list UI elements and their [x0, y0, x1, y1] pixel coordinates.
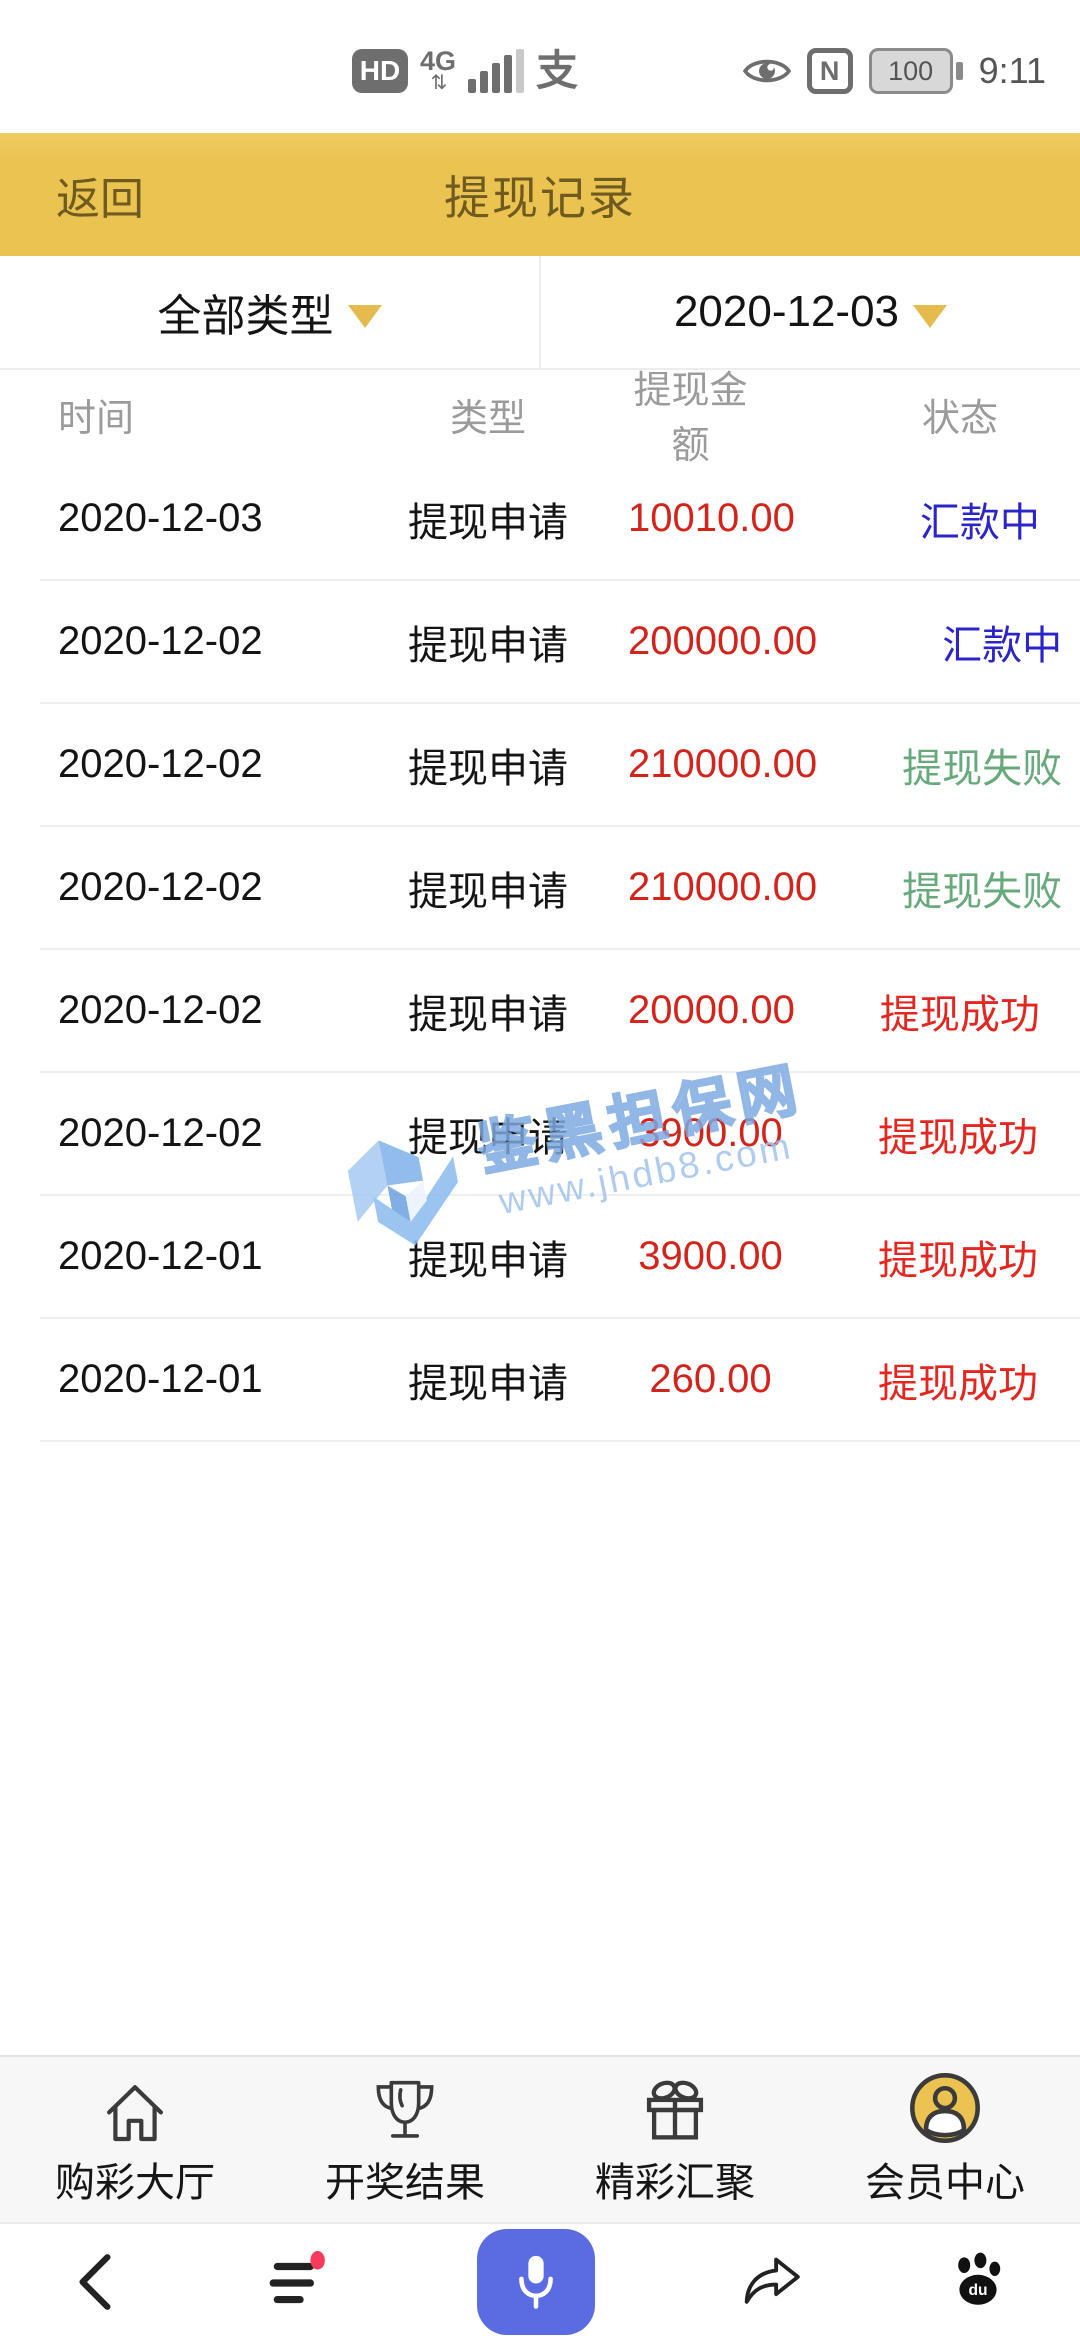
table-row: 2020-12-01 提现申请 3900.00 提现成功 — [40, 1196, 1080, 1319]
data-updown-arrows-icon: ⇅ — [430, 72, 448, 94]
network-type-label: 4G — [420, 46, 457, 76]
home-icon — [98, 2072, 172, 2146]
nfc-icon: N — [806, 48, 853, 94]
voice-assistant-button[interactable] — [476, 2229, 595, 2335]
app-bar: 返回 提现记录 — [0, 133, 1080, 256]
row-amount: 260.00 — [649, 1357, 772, 1401]
row-amount: 3900.00 — [638, 1234, 783, 1278]
row-type: 提现申请 — [408, 1361, 568, 1406]
row-amount: 210000.00 — [628, 865, 818, 909]
row-type: 提现申请 — [408, 623, 568, 668]
row-date: 2020-12-02 — [58, 1111, 263, 1155]
gift-icon — [639, 2072, 711, 2146]
date-filter-label: 2020-12-03 — [673, 287, 900, 336]
row-status: 提现成功 — [879, 992, 1040, 1037]
tab-trophy[interactable]: 开奖结果 — [270, 2057, 540, 2222]
row-type: 提现申请 — [408, 1238, 568, 1283]
col-header-amount: 提现金额 — [633, 370, 748, 467]
volte-hd-icon: HD — [352, 48, 408, 93]
status-right-cluster: N 100 9:11 — [742, 48, 1046, 94]
tab-label: 开奖结果 — [325, 2160, 485, 2205]
table-row: 2020-12-02 提现申请 20000.00 提现成功 — [40, 950, 1080, 1073]
tab-gift[interactable]: 精彩汇聚 — [540, 2057, 810, 2222]
row-date: 2020-12-01 — [58, 1357, 263, 1401]
share-button[interactable] — [739, 2253, 803, 2311]
menu-lines-badge-icon — [269, 2251, 325, 2304]
chevron-left-icon — [79, 2254, 111, 2310]
row-amount: 210000.00 — [628, 742, 818, 786]
col-header-status: 状态 — [921, 397, 998, 440]
microphone-icon — [519, 2255, 553, 2309]
row-status: 提现成功 — [878, 1361, 1038, 1406]
recent-tasks-button[interactable] — [263, 2251, 333, 2313]
back-button[interactable]: 返回 — [56, 174, 144, 224]
status-left-cluster: HD 4G ⇅ 支 — [352, 48, 578, 93]
row-amount: 200000.00 — [628, 619, 818, 663]
filter-bar: 全部类型 2020-12-03 — [0, 256, 1080, 370]
date-filter-dropdown[interactable]: 2020-12-03 — [541, 256, 1080, 368]
table-header: 时间 类型 提现金额 状态 — [0, 370, 1040, 467]
row-date: 2020-12-01 — [58, 1234, 263, 1278]
svg-text:du: du — [968, 2282, 987, 2299]
row-date: 2020-12-02 — [58, 865, 263, 909]
paw-icon: du — [957, 2252, 1000, 2305]
battery-level: 100 — [888, 55, 934, 86]
chevron-down-icon — [913, 304, 948, 328]
member-icon — [907, 2072, 983, 2146]
row-type: 提现申请 — [408, 746, 568, 791]
nav-back-button[interactable] — [72, 2251, 118, 2313]
trophy-icon — [369, 2072, 441, 2146]
row-type: 提现申请 — [408, 992, 568, 1037]
signal-strength-icon — [468, 48, 525, 93]
table-row: 2020-12-03 提现申请 10010.00 汇款中 — [40, 458, 1080, 581]
tab-label: 购彩大厅 — [55, 2160, 215, 2205]
battery-icon: 100 — [868, 48, 963, 94]
tab-home[interactable]: 购彩大厅 — [0, 2057, 270, 2222]
alipay-status-icon: 支 — [536, 46, 579, 94]
col-header-type: 类型 — [449, 397, 526, 440]
row-date: 2020-12-03 — [58, 496, 263, 540]
bottom-tab-bar: 购彩大厅 开奖结果 精彩汇聚 会员中心 — [0, 2055, 1080, 2222]
row-date: 2020-12-02 — [58, 742, 263, 786]
status-bar: HD 4G ⇅ 支 N 100 9:11 — [0, 0, 1080, 133]
row-date: 2020-12-02 — [58, 988, 263, 1032]
baidu-app-button[interactable]: du — [948, 2252, 1008, 2312]
row-status: 提现失败 — [902, 869, 1063, 914]
table-row: 2020-12-02 提现申请 3900.00 提现成功 — [40, 1073, 1080, 1196]
eye-comfort-icon — [742, 59, 791, 83]
row-status: 提现成功 — [878, 1238, 1038, 1283]
withdrawal-record-list: 2020-12-03 提现申请 10010.00 汇款中 2020-12-02 提现申请 2… — [0, 458, 1080, 1442]
row-status: 提现失败 — [902, 746, 1063, 791]
row-status: 提现成功 — [878, 1115, 1038, 1160]
network-type-indicator: 4G ⇅ — [420, 46, 457, 94]
row-amount: 3900.00 — [638, 1111, 783, 1155]
chevron-down-icon — [347, 304, 382, 328]
mic-button-background — [476, 2229, 595, 2335]
share-arrow-icon — [745, 2257, 801, 2304]
row-type: 提现申请 — [408, 1115, 568, 1160]
tab-label: 会员中心 — [865, 2160, 1025, 2205]
row-amount: 10010.00 — [628, 496, 795, 540]
system-navigation-bar: du — [0, 2222, 1080, 2340]
table-row: 2020-12-02 提现申请 210000.00 提现失败 — [40, 827, 1080, 950]
status-time: 9:11 — [978, 50, 1046, 91]
tab-member-active[interactable]: 会员中心 — [810, 2057, 1080, 2222]
row-amount: 20000.00 — [628, 988, 795, 1032]
type-filter-dropdown[interactable]: 全部类型 — [0, 256, 541, 368]
tab-label: 精彩汇聚 — [595, 2160, 755, 2205]
table-row: 2020-12-02 提现申请 210000.00 提现失败 — [40, 704, 1080, 827]
table-row: 2020-12-02 提现申请 200000.00 汇款中 — [40, 581, 1080, 704]
row-status: 汇款中 — [942, 623, 1063, 668]
row-status: 汇款中 — [919, 500, 1040, 545]
page-title: 提现记录 — [444, 171, 636, 224]
col-header-time: 时间 — [58, 397, 135, 440]
row-type: 提现申请 — [408, 869, 568, 914]
row-date: 2020-12-02 — [58, 619, 263, 663]
row-type: 提现申请 — [408, 500, 568, 545]
table-row: 2020-12-01 提现申请 260.00 提现成功 — [40, 1319, 1080, 1442]
type-filter-label: 全部类型 — [157, 292, 334, 341]
